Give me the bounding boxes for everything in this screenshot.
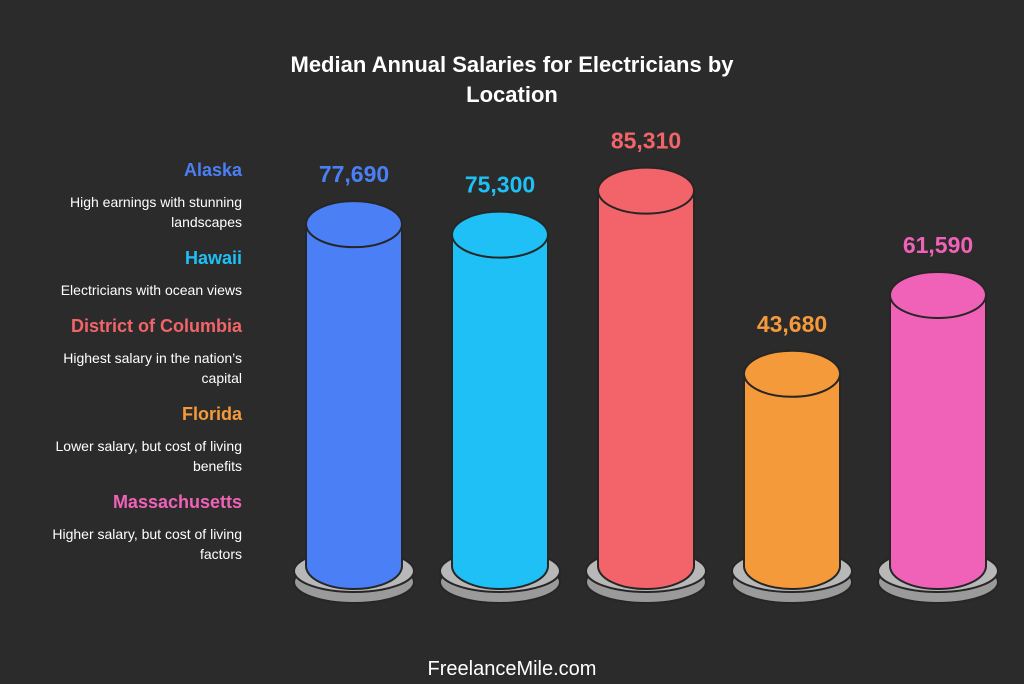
bar-hawaii [451, 233, 549, 590]
legend-name-alaska: Alaska [183, 160, 242, 180]
chart-title-line-2: Location [466, 82, 558, 107]
bar-top-florida [743, 349, 841, 398]
legend-item-alaska: Alaska High earnings with stunning lands… [20, 158, 242, 232]
value-label-alaska: 77,690 [319, 161, 389, 187]
legend-desc-dc: Highest salary in the nation’s capital [20, 348, 242, 388]
legend-desc-massachusetts: Higher salary, but cost of living factor… [20, 524, 242, 564]
legend-desc-line: landscapes [171, 214, 242, 230]
bar-massachusetts [889, 294, 987, 590]
legend-name-dc: District of Columbia [70, 316, 242, 336]
legend-desc-line: Electricians with ocean views [60, 282, 242, 298]
chart-title-line-1: Median Annual Salaries for Electricians … [290, 52, 734, 77]
value-label-florida: 43,680 [757, 311, 827, 337]
legend-item-florida: Florida Lower salary, but cost of living… [20, 402, 243, 476]
bar-florida [743, 372, 841, 590]
legend: Alaska High earnings with stunning lands… [20, 158, 242, 578]
legend-item-massachusetts: Massachusetts Higher salary, but cost of… [20, 490, 242, 564]
legend-name-hawaii: Hawaii [184, 248, 242, 268]
legend-desc-florida: Lower salary, but cost of living benefit… [20, 436, 243, 476]
footer-text: FreelanceMile.com [427, 658, 597, 680]
legend-item-dc: District of Columbia Highest salary in t… [20, 314, 242, 388]
legend-name-massachusetts: Massachusetts [112, 492, 242, 512]
legend-desc-line: High earnings with stunning [70, 194, 242, 210]
bar-top-hawaii [451, 210, 549, 259]
value-label-massachusetts: 61,590 [903, 232, 973, 258]
legend-desc-hawaii: Electricians with ocean views [20, 280, 242, 300]
bar-top-massachusetts [889, 271, 987, 320]
bar-district-of-columbia [597, 189, 695, 590]
bar-top-district-of-columbia [597, 166, 695, 215]
legend-desc-line: Higher salary, but cost of living [52, 526, 242, 542]
legend-desc-line: benefits [192, 458, 242, 474]
bar-alaska [305, 223, 403, 590]
legend-desc-line: capital [201, 370, 242, 386]
chart-title: Median Annual Salaries for Electricians … [0, 50, 1024, 110]
legend-item-hawaii: Hawaii Electricians with ocean views [20, 246, 242, 300]
value-label-hawaii: 75,300 [465, 172, 535, 198]
legend-desc-line: Highest salary in the nation’s [63, 350, 242, 366]
legend-desc-line: Lower salary, but cost of living [55, 438, 243, 454]
legend-desc-line: factors [199, 546, 242, 562]
bar-top-alaska [305, 200, 403, 249]
value-label-district-of-columbia: 85,310 [611, 128, 681, 154]
legend-name-florida: Florida [181, 404, 242, 424]
legend-desc-alaska: High earnings with stunning landscapes [20, 192, 242, 232]
